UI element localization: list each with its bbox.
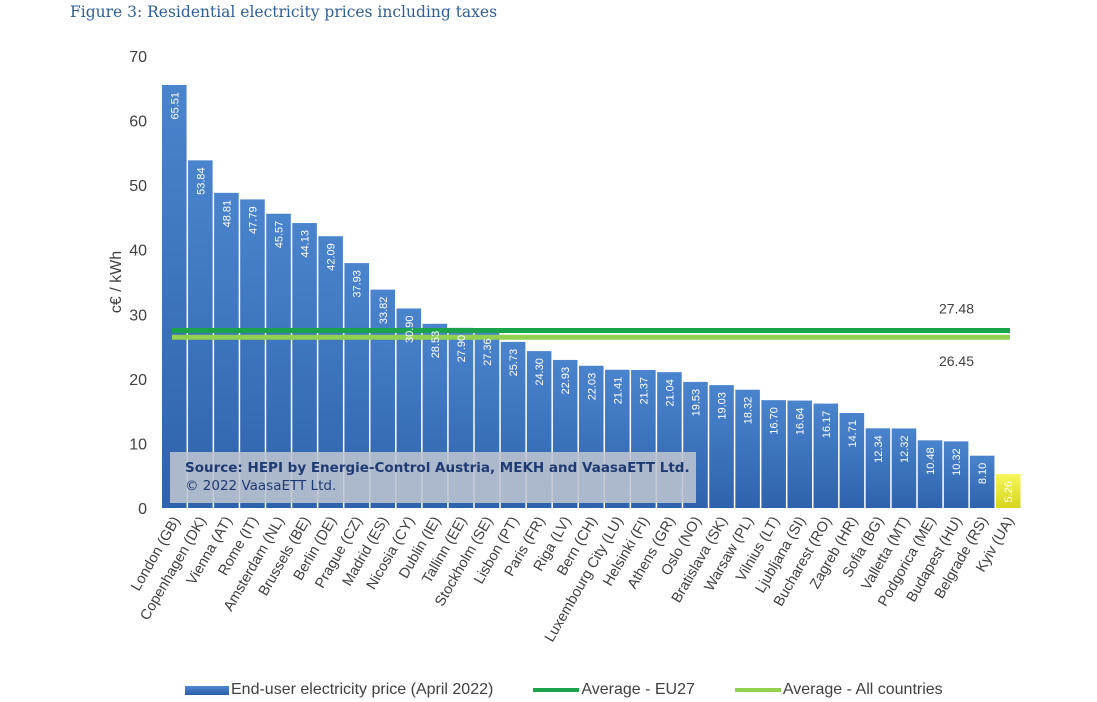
data-label: 25.73: [508, 349, 520, 377]
data-label: 30.90: [404, 315, 416, 343]
data-labels: 65.51 53.84 48.81 47.79 45.57 44.13 42.09 37.93…: [169, 92, 1015, 502]
source-line-2: © 2022 VaasaETT Ltd.: [185, 478, 336, 494]
data-label: 22.03: [586, 373, 598, 401]
legend: End-user electricity price (April 2022) …: [185, 681, 983, 699]
data-label: 21.37: [638, 377, 650, 405]
legend-label-bars: End-user electricity price (April 2022): [231, 681, 494, 698]
bar: [839, 413, 865, 508]
data-label: 16.64: [795, 408, 807, 436]
legend-item-eu27: Average - EU27: [533, 681, 695, 699]
data-label: 18.32: [743, 397, 755, 425]
data-label: 37.93: [352, 270, 364, 298]
bar: [761, 400, 786, 508]
legend-swatch-all: [734, 688, 781, 692]
legend-label-all: Average - All countries: [782, 681, 943, 698]
data-label: 27.36: [482, 338, 494, 366]
data-label: 47.79: [247, 206, 259, 234]
y-tick-label: 40: [129, 243, 147, 260]
data-label: 10.48: [925, 447, 937, 475]
bar: [865, 428, 891, 508]
legend-swatch-eu27: [533, 688, 580, 692]
data-label: 16.70: [769, 407, 781, 435]
data-label: 19.03: [717, 392, 729, 420]
source-box-bg: [170, 452, 696, 503]
data-label: 28.53: [430, 331, 442, 359]
average-all-label: 26.45: [939, 353, 974, 369]
data-label: 45.57: [274, 221, 286, 249]
data-label: 42.09: [326, 243, 338, 271]
y-tick-label: 20: [129, 372, 147, 389]
data-label: 22.93: [560, 367, 572, 395]
data-label: 10.32: [951, 448, 963, 476]
data-label: 12.32: [899, 435, 911, 463]
legend-item-bars: End-user electricity price (April 2022): [185, 681, 493, 699]
y-tick-label: 70: [129, 49, 147, 66]
data-label: 21.41: [612, 377, 624, 405]
bar: [709, 385, 734, 508]
data-label: 48.81: [221, 200, 233, 228]
bar-series: [162, 84, 1021, 509]
bar: [735, 389, 760, 508]
bar: [943, 441, 969, 508]
bar: [917, 440, 943, 508]
data-label: 12.34: [873, 435, 885, 463]
data-label: 8.10: [977, 463, 989, 484]
y-axis-label: c€ / kWh: [108, 251, 125, 313]
data-label: 33.82: [378, 297, 390, 325]
source-box: Source: HEPI by Energie-Control Austria,…: [170, 452, 696, 503]
bar: [787, 400, 813, 508]
y-tick-label: 10: [129, 436, 147, 453]
legend-swatch-bars: [185, 685, 229, 695]
data-label: 14.71: [847, 420, 859, 448]
average-lines: 27.48 26.45: [172, 301, 1010, 369]
figure-title: Figure 3: Residential electricity prices…: [70, 3, 498, 21]
bar: [162, 84, 187, 509]
bar: [969, 455, 995, 508]
y-tick-label: 60: [129, 114, 147, 131]
source-line-1: Source: HEPI by Energie-Control Austria,…: [185, 460, 690, 476]
average-eu27-label: 27.48: [939, 301, 974, 317]
data-label: 21.04: [664, 379, 676, 407]
legend-item-all: Average - All countries: [734, 681, 943, 699]
bar: [188, 160, 213, 508]
data-label: 65.51: [169, 92, 181, 120]
bar: [891, 428, 917, 508]
category-labels: London (GB)Copenhagen (DK)Vienna (AT)Rom…: [128, 514, 1017, 645]
data-label: 24.30: [534, 358, 546, 386]
y-tick-label: 30: [129, 307, 147, 324]
data-label: 5.26: [1003, 481, 1015, 502]
y-tick-label: 0: [138, 501, 147, 518]
y-tick-label: 50: [129, 178, 147, 195]
legend-label-eu27: Average - EU27: [581, 681, 695, 698]
data-label: 53.84: [195, 167, 207, 195]
y-axis: 0 10 20 30 40 50 60 70: [129, 49, 147, 518]
data-label: 27.90: [456, 335, 468, 363]
bar: [813, 403, 839, 508]
data-label: 19.53: [690, 389, 702, 417]
data-label: 16.17: [821, 411, 833, 439]
bar: [995, 474, 1021, 508]
data-label: 44.13: [300, 230, 312, 258]
